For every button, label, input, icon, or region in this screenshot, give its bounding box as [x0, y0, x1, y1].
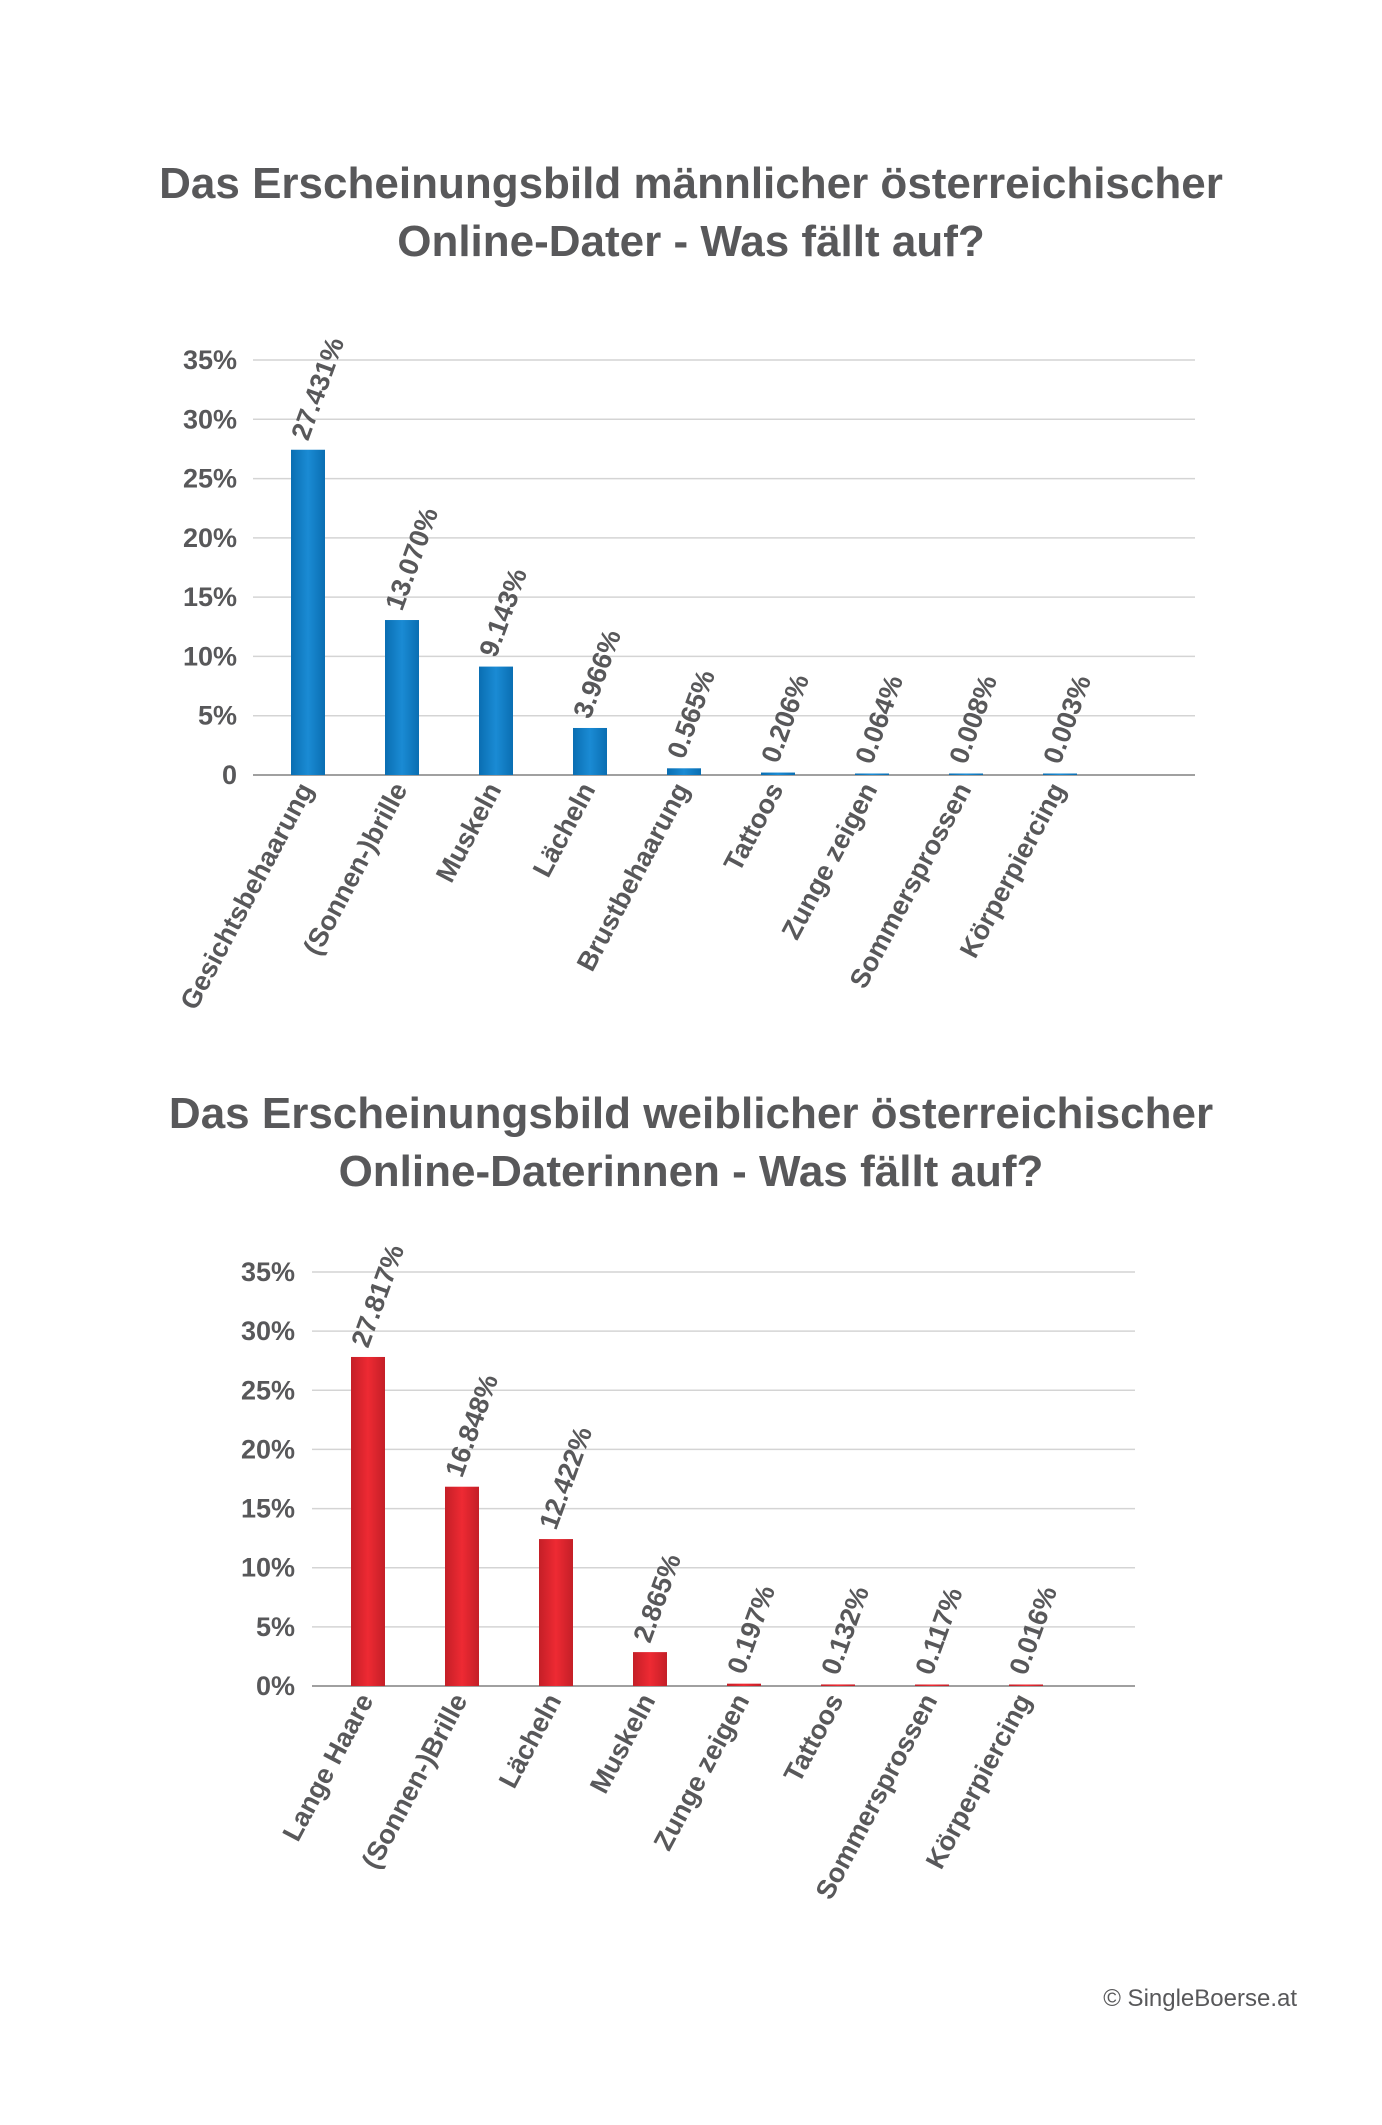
men-value-label-7: 0.064% — [849, 671, 909, 767]
men-category-label-1: Gesichtsbehaarung — [174, 778, 319, 1015]
men-y-tick-label: 25% — [183, 464, 237, 494]
men-bar-9 — [1043, 773, 1077, 775]
men-y-tick-label: 15% — [183, 582, 237, 612]
women-bar-3 — [539, 1539, 573, 1686]
women-category-label-2: (Sonnen-)Brille — [356, 1689, 473, 1874]
women-y-tick-label: 0% — [256, 1671, 295, 1701]
men-bar-8 — [949, 773, 983, 775]
women-bar-1 — [351, 1356, 385, 1686]
women-value-label-2: 16.848% — [439, 1370, 504, 1480]
chart-title-women-line-1: Das Erscheinungsbild weiblicher österrei… — [168, 1089, 1214, 1138]
women-y-tick-label: 5% — [256, 1612, 295, 1642]
men-category-label-6: Tattoos — [718, 778, 789, 876]
men-value-label-3: 9.143% — [473, 564, 533, 660]
men-value-label-9: 0.003% — [1037, 671, 1097, 767]
women-value-label-4: 2.865% — [627, 1550, 687, 1646]
chart-title-women-line-2: Online-Daterinnen - Was fällt auf? — [338, 1147, 1044, 1196]
women-bar-6 — [821, 1684, 855, 1686]
men-category-label-7: Zunge zeigen — [776, 778, 883, 944]
women-y-tick-label: 30% — [241, 1316, 295, 1346]
men-category-label-4: Lächeln — [527, 778, 601, 882]
women-category-label-3: Lächeln — [493, 1689, 567, 1793]
women-category-label-8: Körperpiercing — [920, 1689, 1037, 1874]
men-value-label-6: 0.206% — [755, 670, 815, 766]
women-category-label-1: Lange Haare — [277, 1689, 380, 1846]
men-bar-2 — [385, 620, 419, 775]
women-bar-5 — [727, 1683, 761, 1686]
chart-title-men-line-2: Online-Dater - Was fällt auf? — [397, 217, 985, 266]
bar-chart-women: 0% 5% 10% 15% 20% 25% 30% 35% 27.817% Lange Haare… — [241, 1241, 1135, 1904]
men-bar-4 — [573, 727, 607, 775]
women-y-tick-label: 10% — [241, 1553, 295, 1583]
men-y-tick-label: 5% — [198, 701, 237, 731]
men-bar-5 — [667, 768, 701, 775]
chart-title-men: Das Erscheinungsbild männlicher österrei… — [0, 155, 1382, 271]
women-category-label-5: Zunge zeigen — [648, 1689, 755, 1855]
men-y-tick-label: 30% — [183, 404, 237, 434]
women-category-label-4: Muskeln — [584, 1689, 661, 1798]
chart-title-women: Das Erscheinungsbild weiblicher österrei… — [0, 1085, 1382, 1201]
women-value-label-7: 0.117% — [909, 1584, 968, 1679]
men-y-tick-label: 10% — [183, 641, 237, 671]
women-bar-8 — [1009, 1684, 1043, 1686]
women-value-label-3: 12.422% — [533, 1423, 598, 1533]
women-y-tick-label: 15% — [241, 1494, 295, 1524]
men-y-tick-label: 35% — [183, 345, 237, 375]
men-bar-7 — [855, 773, 889, 775]
chart-title-men-line-1: Das Erscheinungsbild männlicher österrei… — [159, 159, 1223, 208]
women-y-tick-label: 20% — [241, 1434, 295, 1464]
men-y-tick-label: 20% — [183, 523, 237, 553]
women-value-label-8: 0.016% — [1003, 1582, 1063, 1678]
women-y-tick-label: 35% — [241, 1257, 295, 1287]
men-category-label-2: (Sonnen-)brille — [297, 778, 413, 960]
men-category-label-3: Muskeln — [430, 778, 507, 887]
men-category-label-9: Körperpiercing — [954, 778, 1071, 963]
men-bar-1 — [291, 449, 325, 775]
copyright-credit: © SingleBoerse.at — [1103, 1985, 1297, 2012]
men-value-label-8: 0.008% — [943, 671, 1003, 767]
women-category-label-6: Tattoos — [778, 1689, 849, 1787]
women-bar-7 — [915, 1684, 949, 1686]
men-value-label-5: 0.565% — [661, 666, 721, 762]
men-bar-3 — [479, 666, 513, 775]
men-value-label-1: 27.431% — [285, 333, 350, 443]
women-value-label-5: 0.197% — [721, 1581, 781, 1677]
women-bar-2 — [445, 1486, 479, 1686]
men-y-tick-label: 0 — [222, 760, 237, 790]
women-value-label-1: 27.817% — [345, 1241, 410, 1351]
men-value-label-4: 3.966% — [567, 626, 627, 722]
women-y-tick-label: 25% — [241, 1375, 295, 1405]
men-bar-6 — [761, 772, 795, 775]
women-bar-4 — [633, 1652, 667, 1686]
bar-chart-men: 0 5% 10% 15% 20% 25% 30% 35% 27.431% Gesichtsbeha… — [174, 333, 1195, 1015]
women-value-label-6: 0.132% — [815, 1582, 875, 1678]
